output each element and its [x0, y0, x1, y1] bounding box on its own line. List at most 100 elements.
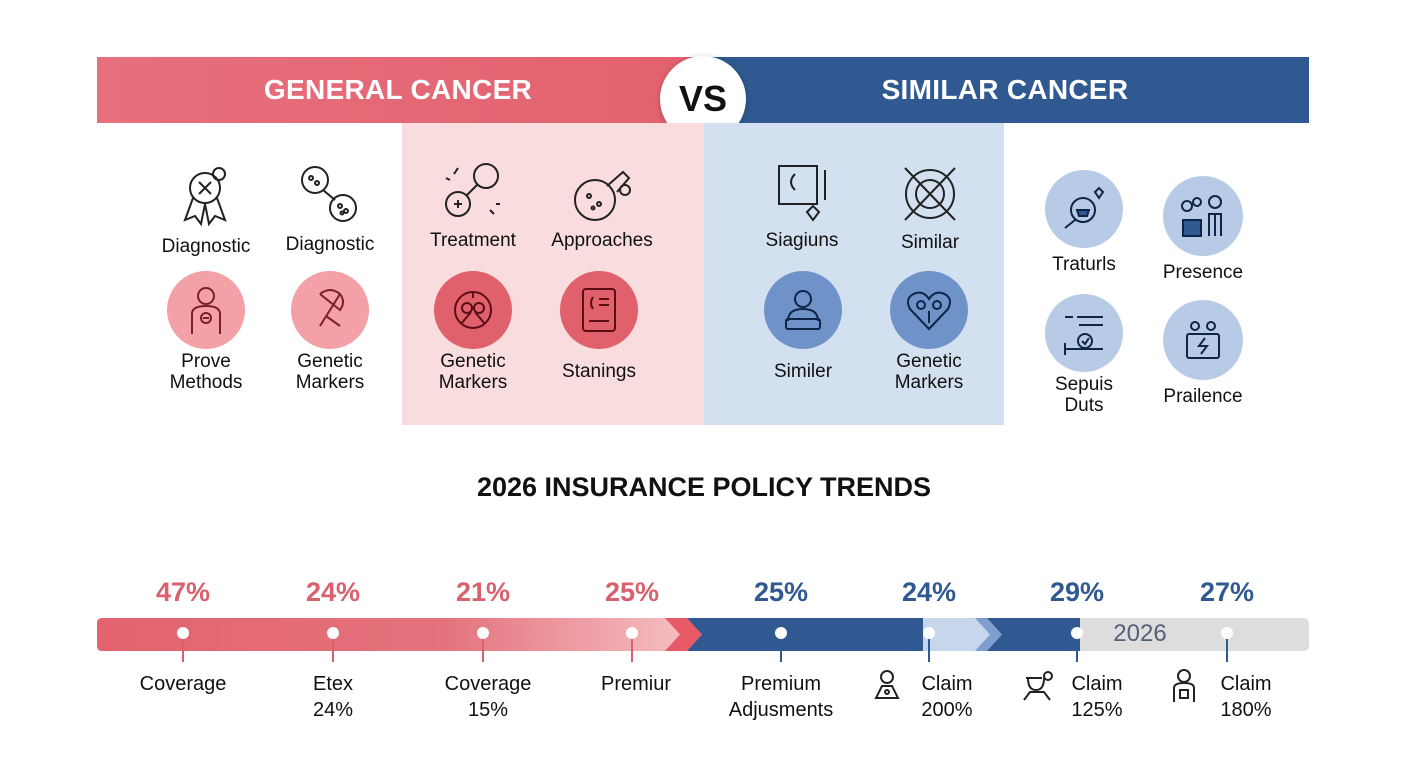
- timeline-label-3: Coverage 15%: [444, 673, 532, 721]
- monitor-heart-icon: [778, 165, 826, 222]
- blue-genetic-markers-circle: [890, 271, 968, 349]
- sepuis-duts-item: Sepuis Duts: [1014, 294, 1154, 416]
- timeline-label-4: Premiur: [600, 673, 671, 695]
- similar-label-1: Traturls: [1052, 254, 1116, 275]
- general-label-1: Diagnostic: [161, 236, 251, 257]
- timeline-node-6: [923, 627, 935, 639]
- pink-label-3: Genetic Markers: [438, 351, 508, 393]
- prove-methods-circle: [167, 271, 245, 349]
- treatment-panel: [402, 123, 704, 425]
- approaches-item: Approaches: [532, 164, 672, 251]
- timeline-node-7: [1071, 627, 1083, 639]
- timeline-label-6: Claim 200%: [921, 673, 973, 721]
- people-icon: [1181, 195, 1222, 237]
- bowl-heart-icon: [1064, 186, 1105, 229]
- presence-circle: [1163, 176, 1243, 256]
- timeline-label-8: Claim 180%: [1220, 673, 1272, 721]
- prailence-circle: [1163, 300, 1243, 380]
- general-item-genetic-markers: Genetic Markers: [260, 271, 400, 393]
- general-item-prove-methods: Prove Methods: [136, 271, 276, 393]
- card-group-icon: [1186, 321, 1220, 359]
- general-label-4: Genetic Markers: [295, 351, 365, 393]
- stanings-circle: [560, 271, 638, 349]
- heart-cells-icon: [907, 291, 951, 331]
- blue-label-2: Similar: [900, 232, 960, 253]
- timeline-percent-4: 25%: [604, 577, 660, 607]
- similar-label-3: Sepuis Duts: [1054, 374, 1114, 416]
- timeline-light-segment: [923, 618, 992, 651]
- pink-genetic-markers-item: Genetic Markers: [403, 271, 543, 393]
- prailence-item: Prailence: [1133, 300, 1273, 407]
- timeline-tick-6: [928, 639, 930, 662]
- timeline-tick-8: [1226, 639, 1228, 662]
- pills-sparkle-icon: [445, 163, 500, 217]
- stanings-item: Stanings: [529, 271, 669, 382]
- target-cross-icon: [904, 167, 956, 221]
- pink-label-4: Stanings: [562, 361, 636, 382]
- blue-label-1: Siagiuns: [765, 230, 839, 251]
- general-label-2: Diagnostic: [285, 234, 375, 255]
- timeline-label-7: Claim 125%: [1071, 673, 1123, 721]
- cell-tube-icon: [574, 170, 631, 221]
- treatment-item: Treatment: [403, 160, 543, 251]
- timeline-arrow-red: [665, 618, 702, 651]
- similar-cancer-banner: SIMILAR CANCER: [707, 57, 1309, 123]
- similer-item: Similer: [733, 271, 873, 382]
- pink-label-2: Approaches: [551, 230, 653, 251]
- timeline-percent-3: 21%: [455, 577, 511, 607]
- timeline-percent-7: 29%: [1049, 577, 1105, 607]
- general-cancer-title: GENERAL CANCER: [263, 74, 533, 105]
- timeline-blue-segment-2: [987, 618, 1080, 651]
- timeline-percent-5: 25%: [753, 577, 809, 607]
- timeline-year: 2026: [1113, 620, 1167, 647]
- timeline-percent-6: 24%: [901, 577, 957, 607]
- timeline-node-1: [177, 627, 189, 639]
- genetic-markers-circle: [291, 271, 369, 349]
- timeline-node-2: [327, 627, 339, 639]
- timeline-percent-8: 27%: [1199, 577, 1255, 607]
- timeline-tick-2: [332, 639, 334, 662]
- timeline-node-8: [1221, 627, 1233, 639]
- pink-genetic-markers-circle: [434, 271, 512, 349]
- similar-cancer-title: SIMILAR CANCER: [881, 74, 1129, 105]
- traturls-item: Traturls: [1014, 170, 1154, 275]
- similar-label-2: Presence: [1162, 262, 1244, 283]
- timeline-bar: [97, 618, 1309, 651]
- timeline-node-5: [775, 627, 787, 639]
- timeline-blue-segment-1: [687, 618, 992, 651]
- blue-label-3: Similer: [773, 361, 833, 382]
- timeline-arrow-blue: [975, 618, 1002, 651]
- chart-check-icon: [1064, 316, 1103, 355]
- general-cancer-banner: GENERAL CANCER: [97, 57, 707, 123]
- timeline-tick-3: [482, 639, 484, 662]
- blue-label-4: Genetic Markers: [894, 351, 964, 393]
- timeline-label-5: Premium Adjusments: [728, 673, 834, 721]
- trends-title: 2026 INSURANCE POLICY TRENDS: [476, 472, 932, 502]
- presence-item: Presence: [1133, 176, 1273, 283]
- similer-circle: [764, 271, 842, 349]
- timeline-tick-1: [182, 639, 184, 662]
- timeline-node-4: [626, 627, 638, 639]
- sepuis-duts-circle: [1045, 294, 1123, 372]
- timeline-red-segment: [97, 618, 697, 651]
- general-item-diagnostic-2: Diagnostic: [260, 160, 400, 255]
- pink-label-1: Treatment: [430, 230, 516, 251]
- clipboard-icon: [582, 288, 616, 332]
- person-icon: [872, 668, 902, 707]
- blue-genetic-markers-item: Genetic Markers: [859, 271, 999, 393]
- dna-tube-icon: [301, 166, 357, 222]
- general-item-diagnostic-1: Diagnostic: [136, 160, 276, 257]
- timeline-tick-5: [780, 639, 782, 662]
- timeline-tick-4: [631, 639, 633, 662]
- ribbon-badge-icon: [183, 167, 227, 227]
- similar-item: Similar: [860, 160, 1000, 253]
- molecule-icon: [454, 291, 492, 329]
- person-icon: [191, 287, 221, 334]
- timeline-label-1: Coverage: [139, 673, 227, 695]
- timeline-percent-2: 24%: [305, 577, 361, 607]
- traturls-circle: [1045, 170, 1123, 248]
- doctor-icon: [1020, 668, 1054, 707]
- timeline-label-2: Etex 24%: [312, 673, 354, 721]
- timeline-node-3: [477, 627, 489, 639]
- timeline-tick-7: [1076, 639, 1078, 662]
